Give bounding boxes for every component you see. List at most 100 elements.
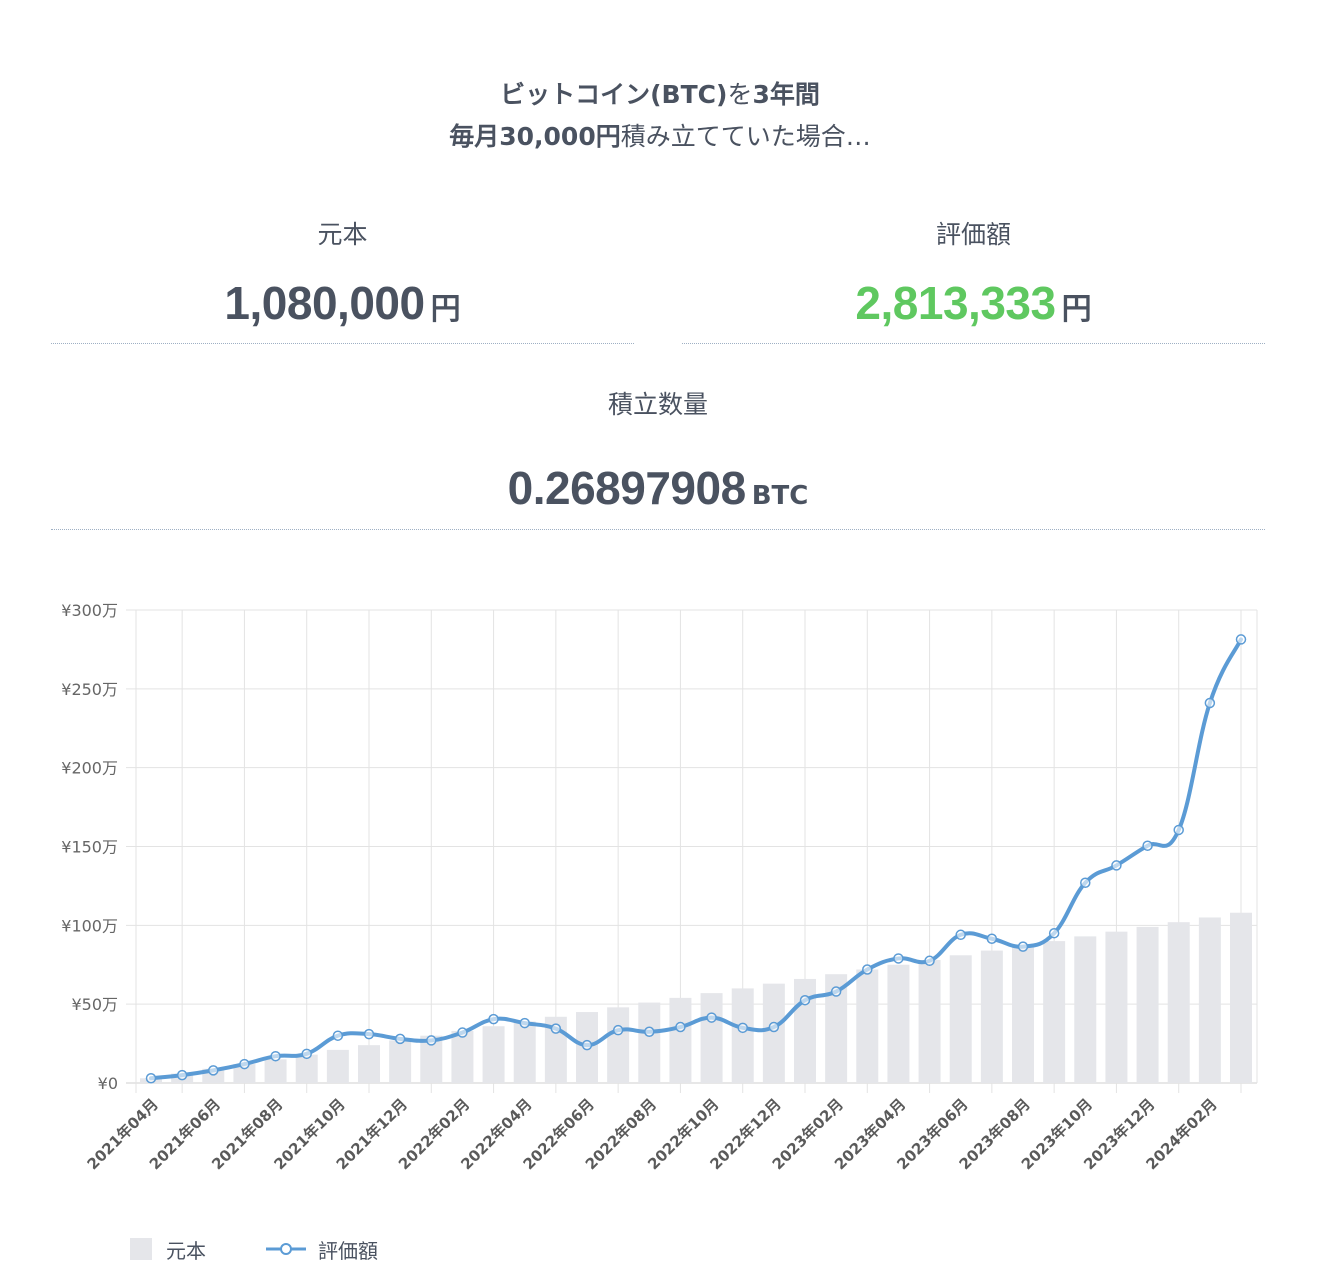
valuation-point[interactable] (1080, 877, 1091, 889)
valuation-point[interactable] (208, 1065, 219, 1076)
principal-bar[interactable] (358, 1045, 380, 1083)
y-tick-label: ¥300万 (61, 601, 118, 620)
valuation-point[interactable] (612, 1024, 624, 1036)
valuation-point[interactable] (270, 1050, 281, 1062)
valuation-point[interactable] (1142, 840, 1153, 851)
principal-bar[interactable] (295, 1054, 318, 1083)
valuation-point[interactable] (145, 1073, 157, 1084)
principal-bar[interactable] (731, 988, 754, 1083)
valuation-point[interactable] (581, 1039, 593, 1051)
principal-bar[interactable] (1105, 931, 1128, 1083)
stat-principal-value-row: 1,080,000 円 (51, 278, 634, 339)
valuation-point[interactable] (862, 964, 873, 975)
principal-bar[interactable] (825, 974, 848, 1083)
principal-bar[interactable] (980, 950, 1003, 1083)
headline-line-1: ビットコイン(BTC)を3年間 (0, 74, 1320, 116)
valuation-point[interactable] (986, 933, 998, 944)
principal-bar[interactable] (700, 993, 723, 1083)
y-tick-label: ¥150万 (61, 838, 118, 857)
principal-bar[interactable] (420, 1035, 443, 1083)
stat-principal-unit: 円 (430, 292, 461, 327)
legend-item-valuation[interactable]: 評価額 (266, 1235, 378, 1264)
principal-bar[interactable] (918, 960, 941, 1083)
valuation-point[interactable] (830, 986, 842, 997)
y-axis: ¥0 ¥50万 ¥100万 ¥150万 ¥200万 ¥250万 ¥300万 (61, 601, 118, 1093)
x-axis: 2021年04月2021年06月2021年08月2021年10月2021年12月… (84, 1095, 1221, 1173)
principal-bar[interactable] (264, 1059, 287, 1083)
principal-bar[interactable] (482, 1026, 505, 1083)
principal-bar[interactable] (887, 964, 910, 1083)
principal-bar[interactable] (949, 955, 972, 1083)
stat-quantity-label: 積立数量 (607, 390, 708, 419)
valuation-point[interactable] (675, 1021, 686, 1033)
accumulation-chart: ¥0 ¥50万 ¥100万 ¥150万 ¥200万 ¥250万 ¥300万 2021年04月… (61, 601, 1258, 1173)
valuation-point[interactable] (924, 955, 935, 967)
headline-suffix: 積み立てていた場合… (620, 122, 871, 151)
valuation-point[interactable] (363, 1028, 375, 1040)
stat-valuation-label: 評価額 (935, 220, 1011, 249)
valuation-point[interactable] (332, 1030, 344, 1041)
headline-line-2: 毎月30,000円積み立てていた場合… (0, 116, 1320, 158)
principal-bar[interactable] (389, 1040, 412, 1083)
valuation-point[interactable] (644, 1026, 655, 1038)
headline-particle: を (727, 80, 753, 109)
valuation-point[interactable] (1048, 927, 1060, 939)
principal-bar[interactable] (856, 969, 879, 1083)
valuation-point[interactable] (488, 1013, 499, 1025)
valuation-point[interactable] (1235, 634, 1247, 645)
stat-quantity-value: 0.26897908 (507, 462, 747, 514)
stat-principal: 元本 1,080,000 円 (51, 214, 634, 344)
principal-bar[interactable] (607, 1007, 630, 1083)
valuation-point[interactable] (239, 1058, 250, 1070)
legend-principal-label: 元本 (166, 1238, 206, 1263)
stat-principal-label: 元本 (317, 220, 368, 249)
principal-bar[interactable] (669, 997, 692, 1083)
principal-bar[interactable] (1230, 912, 1252, 1083)
valuation-point[interactable] (799, 994, 811, 1006)
y-tick-label: ¥0 (98, 1074, 118, 1093)
principal-bar[interactable] (513, 1021, 536, 1083)
principal-bar[interactable] (1012, 945, 1034, 1083)
valuation-point[interactable] (706, 1012, 717, 1023)
stat-principal-value: 1,080,000 (224, 277, 425, 329)
valuation-point[interactable] (394, 1033, 406, 1045)
bar-swatch-icon (130, 1238, 152, 1260)
valuation-point[interactable] (550, 1023, 562, 1034)
principal-bar[interactable] (762, 983, 785, 1083)
valuation-point[interactable] (301, 1048, 312, 1060)
stat-quantity-value-row: 0.26897908 BTC (51, 462, 1265, 525)
headline-monthly-amount: 毎月30,000円 (449, 122, 621, 151)
principal-bar[interactable] (1136, 926, 1159, 1083)
principal-bar[interactable] (1198, 917, 1221, 1083)
y-tick-label: ¥200万 (61, 759, 118, 778)
valuation-point[interactable] (768, 1021, 780, 1033)
principal-bar[interactable] (1074, 936, 1097, 1083)
principal-bar[interactable] (451, 1030, 474, 1083)
valuation-point[interactable] (176, 1069, 188, 1081)
principal-bar[interactable] (1167, 922, 1190, 1083)
valuation-point[interactable] (1173, 824, 1184, 836)
headline: ビットコイン(BTC)を3年間 毎月30,000円積み立てていた場合… (0, 74, 1320, 158)
y-tick-label: ¥250万 (61, 680, 118, 699)
principal-bar[interactable] (1043, 941, 1066, 1083)
valuation-point[interactable] (955, 929, 966, 941)
principal-bar[interactable] (326, 1049, 349, 1083)
valuation-point[interactable] (1111, 860, 1122, 871)
y-tick-label: ¥100万 (61, 916, 118, 935)
principal-bar[interactable] (233, 1064, 256, 1083)
valuation-point[interactable] (426, 1035, 437, 1046)
valuation-point[interactable] (1204, 697, 1216, 709)
valuation-point[interactable] (737, 1022, 748, 1034)
legend-item-principal[interactable]: 元本 (130, 1235, 206, 1264)
valuation-point[interactable] (519, 1017, 530, 1029)
stat-valuation-value-row: 2,813,333 円 (682, 278, 1265, 339)
chart-legend: 元本 評価額 (130, 1234, 438, 1264)
valuation-point[interactable] (893, 953, 904, 964)
stat-valuation-value: 2,813,333 (855, 277, 1056, 329)
stat-quantity-unit: BTC (751, 481, 809, 511)
principal-bar[interactable] (794, 978, 816, 1083)
valuation-point[interactable] (457, 1027, 468, 1038)
principal-bar[interactable] (638, 1002, 661, 1083)
stat-valuation: 評価額 2,813,333 円 (682, 214, 1265, 344)
valuation-point[interactable] (1017, 941, 1029, 952)
